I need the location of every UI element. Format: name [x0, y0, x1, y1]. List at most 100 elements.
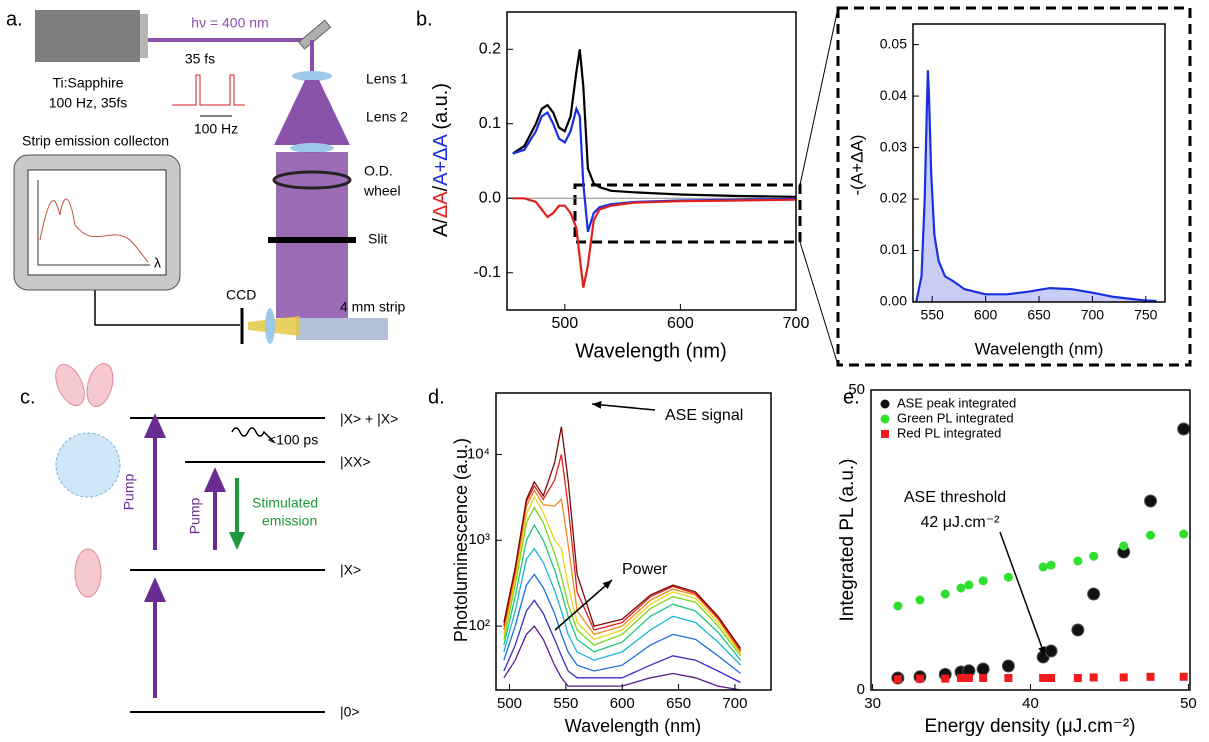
marker — [941, 674, 950, 683]
y-axis-label: -(A+ΔA) — [847, 135, 866, 196]
label: O.D. — [364, 163, 393, 179]
y-axis-label: Photoluminescence (a.u.) — [451, 438, 471, 642]
label: Strip emission collecton — [22, 133, 169, 149]
decay-arrow — [231, 427, 275, 443]
annotation: 42 μJ.cm⁻² — [920, 514, 1000, 531]
panel-label: b. — [416, 8, 433, 30]
marker — [1177, 422, 1190, 436]
arrowhead — [1038, 646, 1046, 656]
y-tick-label: -0.1 — [473, 264, 501, 281]
y-tick-label: 10³ — [468, 531, 490, 548]
legend-label: Green PL integrated — [897, 410, 1014, 425]
marker — [964, 674, 973, 682]
marker — [1087, 587, 1101, 601]
y-tick-label: 10² — [468, 617, 490, 634]
exciton — [86, 363, 114, 407]
marker — [1146, 530, 1156, 540]
y-tick-label: 0.02 — [880, 190, 907, 206]
marker — [1038, 562, 1048, 572]
label: Lens 2 — [366, 109, 408, 125]
series-line — [503, 625, 741, 690]
arrowhead — [203, 467, 227, 492]
y-tick-label: 0.1 — [479, 115, 501, 132]
chart: 500 550 600 650 700 10² 10³ 10⁴ Wavelength (nm) P… — [451, 392, 772, 736]
setup-diagram: hν = 400 nm 35 fs 100 Hz Ti:Sapphire 100… — [13, 10, 408, 344]
marker — [1179, 672, 1188, 681]
x-axis-label: Wavelength (nm) — [575, 340, 727, 362]
y-tick-label: 0.2 — [479, 40, 501, 57]
y-tick-label: 0.04 — [880, 87, 907, 103]
x-tick-label: 500 — [551, 315, 578, 332]
label: 4 mm strip — [340, 299, 406, 315]
screen-axes — [37, 180, 150, 266]
chart: 500 600 700 -0.1 0.0 0.1 0.2 Wavelength (nm) A/Δ… — [430, 11, 809, 362]
x-axis-label: Wavelength (nm) — [975, 339, 1104, 358]
marker — [1046, 560, 1056, 570]
marker — [1119, 673, 1128, 682]
y-axis-label-part: (a.u.) — [430, 83, 452, 135]
panel-label: a. — [6, 8, 23, 30]
exciton — [74, 548, 102, 598]
x-tick-label: 500 — [497, 695, 522, 712]
series-line — [503, 489, 742, 653]
marker — [957, 674, 966, 682]
label: 100 Hz, 35fs — [49, 95, 128, 111]
annotation: Power — [622, 561, 668, 578]
label: 100 Hz — [194, 121, 238, 137]
series-line — [512, 105, 796, 233]
zoom-box — [573, 183, 802, 244]
biexciton — [55, 432, 121, 498]
screen-curve — [39, 198, 149, 263]
y-axis-label-part: A+ΔA — [430, 133, 452, 185]
series-line — [503, 573, 742, 675]
label: 35 fs — [185, 51, 215, 67]
x-tick-label: 40 — [1022, 695, 1039, 712]
beam-column — [276, 152, 348, 318]
y-tick-label: 0.01 — [880, 241, 907, 257]
marker — [1089, 551, 1099, 561]
laser-window — [140, 14, 148, 58]
exciton — [55, 363, 85, 407]
series-line — [503, 547, 742, 666]
marker — [1089, 673, 1098, 682]
y-tick-label: 50 — [848, 381, 865, 398]
marker — [1003, 572, 1013, 582]
x-axis-label: Wavelength (nm) — [565, 716, 701, 736]
x-tick-label: 600 — [610, 695, 635, 712]
panel-label: d. — [428, 386, 445, 408]
annotation-arrow — [591, 403, 656, 411]
marker — [976, 662, 990, 676]
y-axis-label-part: ΔA — [430, 191, 452, 218]
arrowhead — [143, 413, 167, 438]
laser — [35, 10, 140, 62]
y-axis-label: Integrated PL (a.u.) — [837, 458, 858, 621]
marker — [893, 601, 903, 611]
y-axis-label: A/ΔA/A+ΔA (a.u.) — [430, 83, 452, 237]
marker — [978, 576, 988, 586]
label: hν = 400 nm — [191, 15, 268, 31]
chart: 550 600 650 700 750 0.00 0.01 0.02 0.03 0.04 0.05 W… — [847, 23, 1166, 358]
label: <100 ps — [268, 432, 318, 448]
marker — [1179, 529, 1189, 539]
series-line — [503, 454, 742, 651]
legend-label: Red PL integrated — [897, 425, 1001, 440]
x-tick-label: 700 — [1081, 307, 1105, 323]
arrowhead — [143, 577, 167, 602]
x-tick-label: 600 — [667, 315, 694, 332]
od-wheel — [272, 170, 352, 190]
annotation-arrow — [999, 531, 1046, 657]
x-tick-label: 650 — [666, 695, 691, 712]
series-line — [503, 495, 742, 654]
beam-cone — [274, 80, 350, 145]
y-tick-label: 0.03 — [880, 138, 907, 154]
x-axis-label: Energy density (μJ.cm⁻²) — [924, 716, 1135, 737]
axes-frame — [495, 392, 772, 691]
marker — [1146, 672, 1155, 681]
x-tick-label: 550 — [921, 307, 945, 323]
label: CCD — [226, 287, 256, 303]
axes-frame — [912, 23, 1166, 303]
series-line — [503, 506, 742, 657]
marker — [1001, 659, 1015, 673]
marker — [1119, 541, 1129, 551]
